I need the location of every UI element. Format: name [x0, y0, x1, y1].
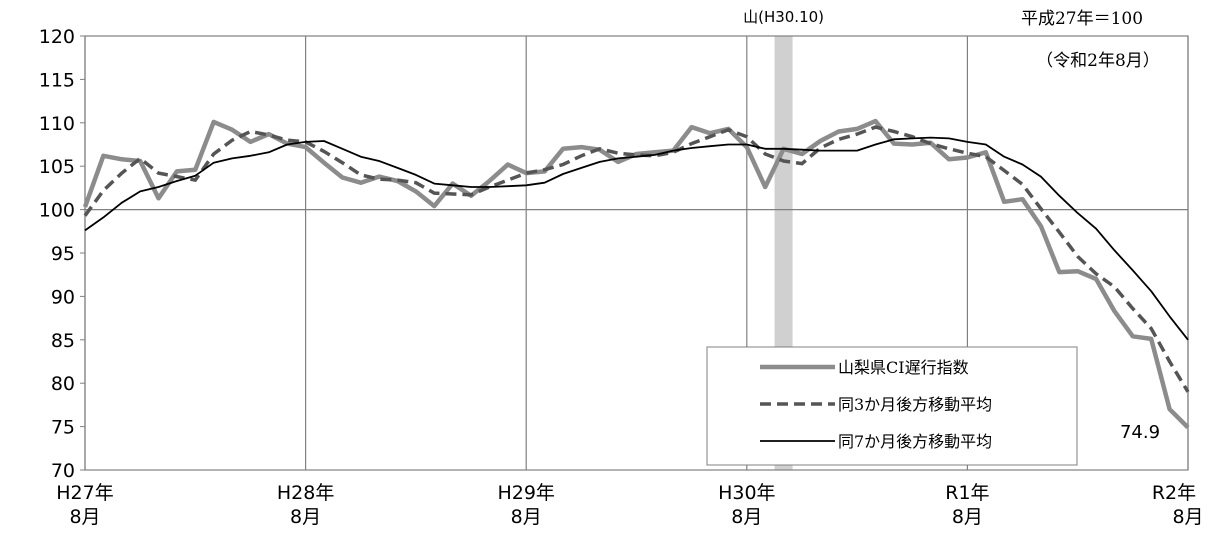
last-value-label: 74.9 — [1120, 422, 1160, 443]
y-tick-label: 105 — [39, 156, 75, 178]
x-tick-month: 8月 — [1172, 506, 1203, 528]
x-tick-year: H29年 — [497, 482, 554, 504]
y-tick-label: 85 — [51, 330, 75, 352]
x-tick-year: R1年 — [945, 482, 989, 504]
base-note: 平成27年＝100 — [1021, 9, 1143, 29]
x-tick-year: R2年 — [1152, 482, 1196, 504]
x-tick-month: 8月 — [511, 506, 542, 528]
x-tick-month: 8月 — [290, 506, 321, 528]
legend-label-3m-avg: 同3か月後方移動平均 — [838, 395, 992, 414]
y-tick-label: 70 — [51, 460, 75, 482]
series-line-1 — [83, 125, 1190, 393]
x-tick-year: H30年 — [718, 482, 775, 504]
period-note: （令和2年8月） — [1036, 51, 1160, 71]
x-tick-year: H28年 — [277, 482, 334, 504]
y-tick-label: 115 — [39, 69, 75, 91]
series-line-2 — [84, 136, 1189, 341]
x-tick-month: 8月 — [731, 506, 762, 528]
legend-label-ci: 山梨県CI遅行指数 — [838, 358, 969, 377]
series-group — [82, 118, 1190, 430]
x-tick-month: 8月 — [952, 506, 983, 528]
y-tick-label: 90 — [51, 286, 75, 308]
legend: 山梨県CI遅行指数 同3か月後方移動平均 同7か月後方移動平均 — [706, 346, 1078, 466]
legend-label-7m-avg: 同7か月後方移動平均 — [838, 432, 992, 451]
series-line-0 — [82, 118, 1190, 430]
x-tick-month: 8月 — [69, 506, 100, 528]
y-tick-label: 80 — [51, 373, 75, 395]
y-tick-label: 120 — [39, 26, 75, 48]
x-tick-year: H27年 — [56, 482, 113, 504]
peak-label: 山(H30.10) — [743, 8, 824, 26]
y-tick-label: 100 — [39, 200, 75, 222]
y-tick-label: 110 — [39, 113, 75, 135]
y-tick-label: 95 — [51, 243, 75, 265]
y-tick-label: 75 — [51, 417, 75, 439]
y-axis-ticks: 120 115 110 105 100 95 90 85 80 75 70 — [39, 26, 85, 482]
